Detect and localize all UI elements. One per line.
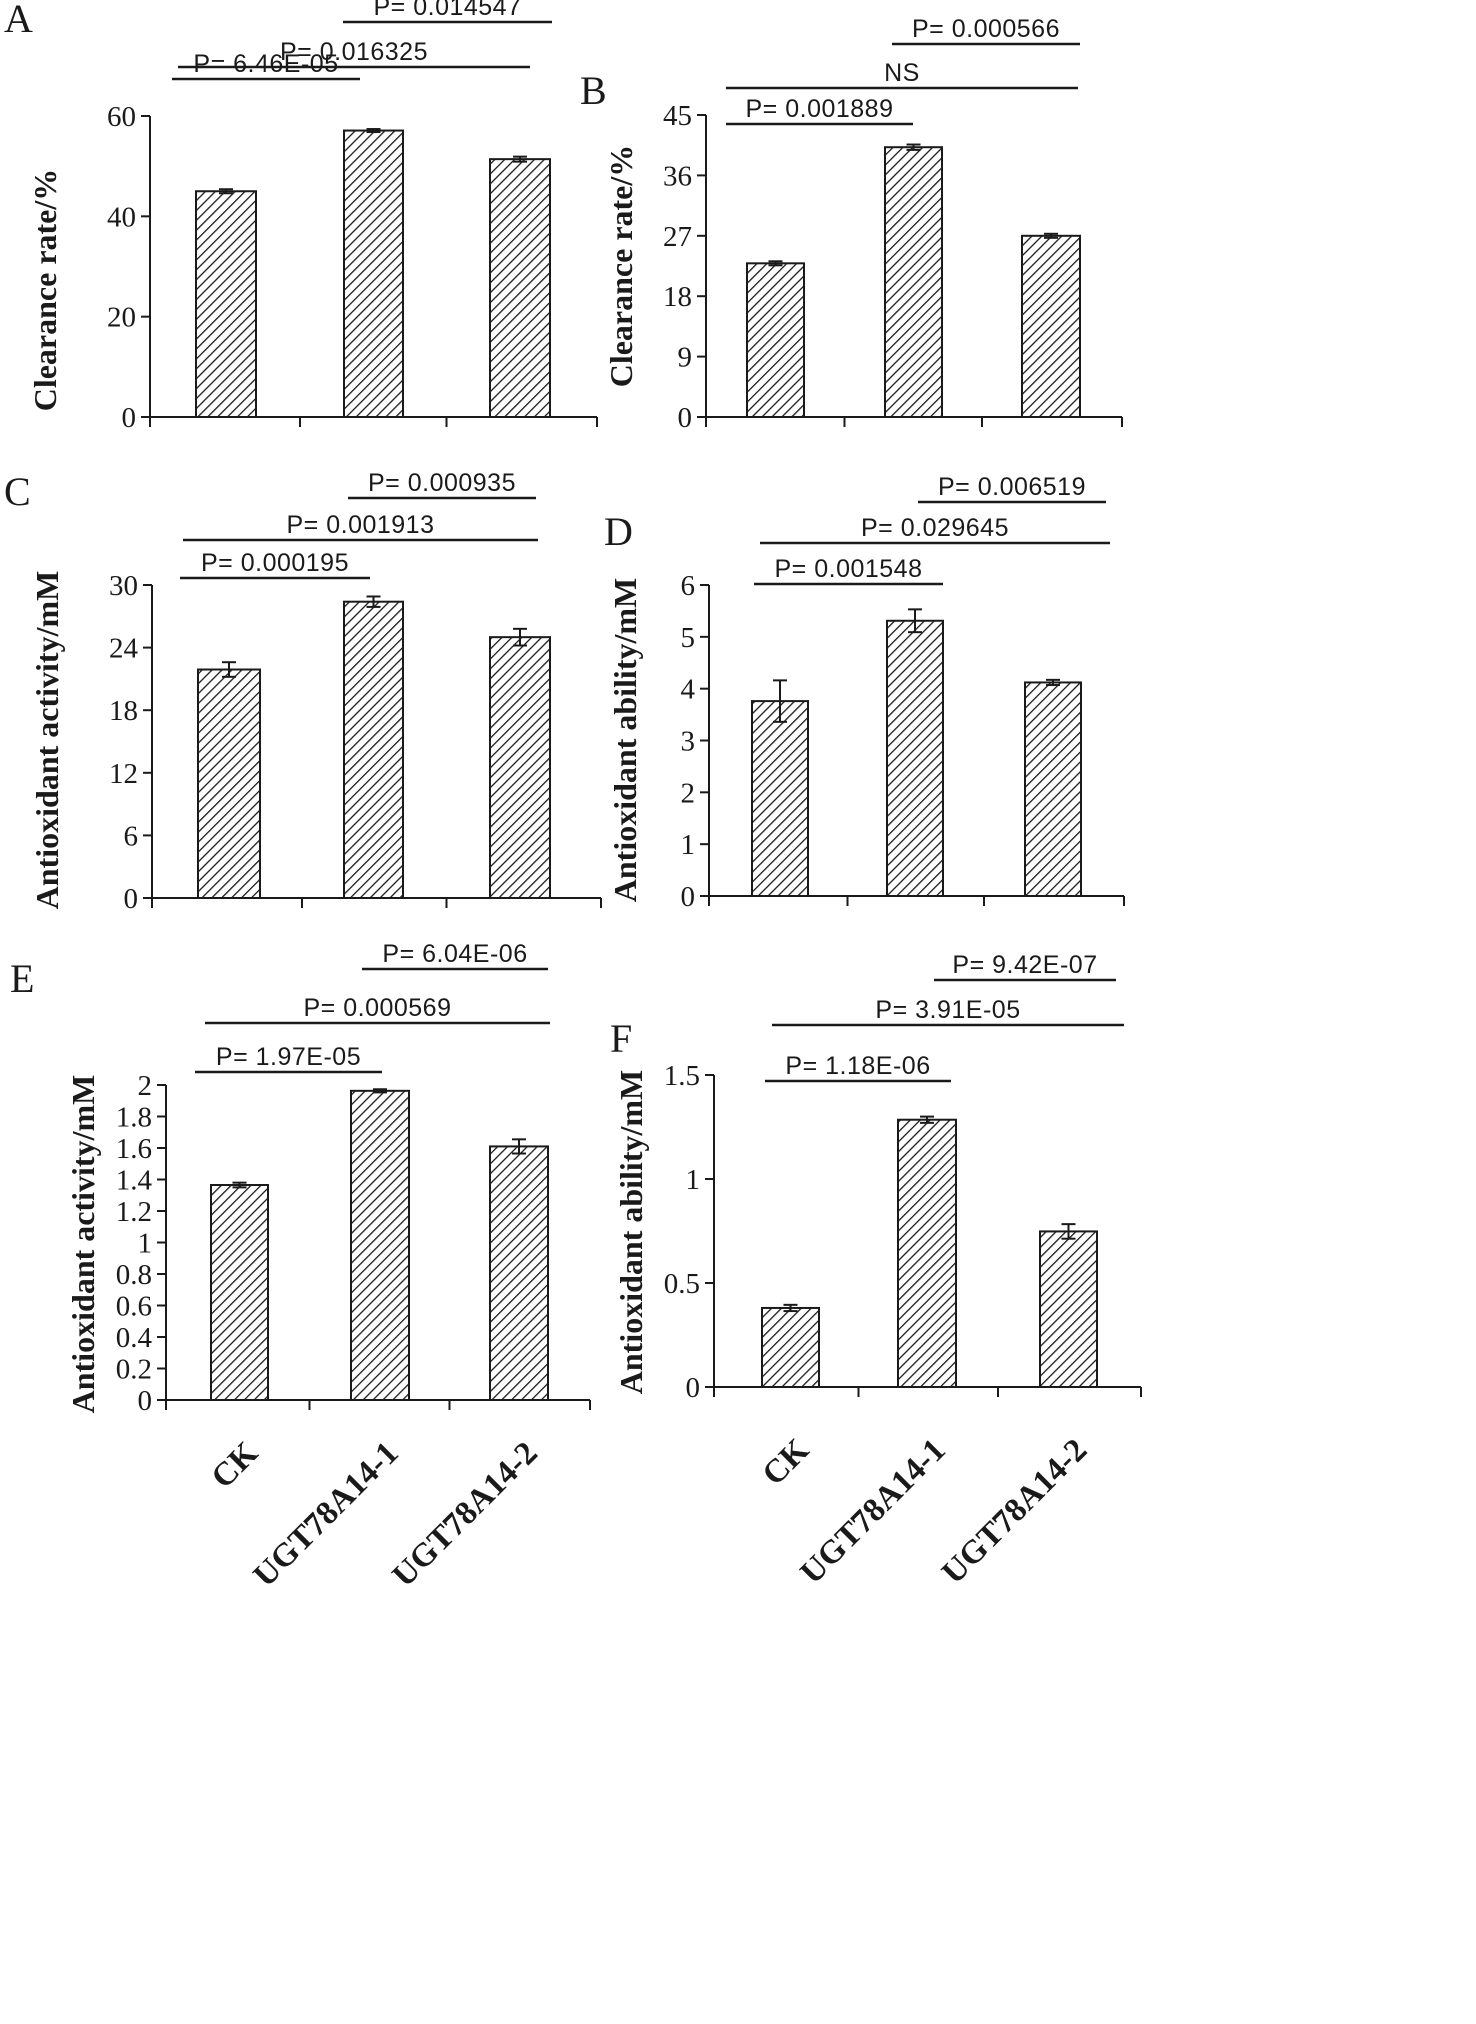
bar-c-1: [197, 668, 261, 900]
p-value-label: P= 1.18E-06: [785, 1052, 930, 1080]
y-tick-label: 1.2: [116, 1196, 152, 1228]
y-tick-label: 20: [107, 302, 136, 334]
y-tick-label: 24: [109, 633, 139, 665]
panel-letter: D: [604, 509, 633, 554]
y-tick-label: 0.5: [664, 1268, 700, 1300]
y-axis-label: Antioxidant ability/mM: [613, 1070, 649, 1394]
y-tick-label: 0: [122, 402, 137, 434]
y-axis-label: Antioxidant activity/mM: [29, 571, 65, 910]
bar-e-3: [489, 1145, 549, 1402]
p-value-label: P= 0.000935: [368, 469, 516, 497]
y-tick-label: 2: [681, 777, 696, 809]
p-value-label: NS: [884, 59, 920, 87]
y-tick-label: 0: [686, 1372, 701, 1404]
y-tick-label: 12: [109, 758, 138, 790]
y-tick-label: 1.5: [664, 1060, 700, 1092]
x-category-label: UGT78A14-2: [386, 1435, 545, 1594]
y-tick-label: 27: [663, 221, 692, 253]
bar-b-1: [746, 262, 805, 418]
bar-b-2: [884, 146, 943, 418]
y-tick-label: 1.4: [116, 1165, 153, 1197]
chart-panel-d: D Antioxidant ability/mM 0 1 2 3 4 5 6 P= 0.00154…: [604, 473, 1125, 913]
bar-e-2: [350, 1089, 410, 1401]
y-tick-label: 6: [124, 820, 139, 852]
y-tick-label: 45: [663, 100, 692, 132]
y-tick-label: 18: [663, 281, 692, 313]
bar-d-2: [886, 619, 944, 897]
panel-letter: A: [4, 0, 33, 41]
p-value-label: P= 0.001548: [775, 555, 923, 583]
x-category-label: UGT78A14-1: [794, 1432, 953, 1591]
y-tick-label: 40: [107, 201, 136, 233]
y-tick-label: 0.6: [116, 1291, 152, 1323]
bar-a-2: [343, 129, 404, 418]
panel-letter: B: [580, 68, 607, 113]
bar-f-3: [1039, 1230, 1098, 1389]
y-tick-label: 30: [109, 570, 138, 602]
y-tick-label: 6: [681, 570, 696, 602]
panel-letter: F: [610, 1016, 632, 1061]
y-tick-label: 1.6: [116, 1133, 152, 1165]
p-value-label: P= 6.04E-06: [382, 940, 527, 968]
bar-a-3: [489, 158, 551, 418]
y-tick-label: 0.8: [116, 1259, 152, 1291]
x-category-label: CK: [205, 1435, 266, 1496]
p-value-label: P= 3.91E-05: [875, 996, 1020, 1024]
y-tick-label: 0: [124, 883, 139, 915]
p-value-label: P= 0.000566: [912, 15, 1060, 43]
y-tick-label: 0: [138, 1385, 153, 1417]
p-value-label: P= 0.000195: [201, 549, 349, 577]
p-value-label: P= 0.029645: [861, 514, 1009, 542]
p-value-label: P= 0.000569: [304, 994, 452, 1022]
chart-panel-f: F Antioxidant ability/mM 0 0.5 1 1.5 P= 1.18E-…: [610, 951, 1142, 1591]
p-value-label: P= 0.001913: [287, 511, 435, 539]
y-tick-label: 1: [138, 1228, 153, 1260]
panel-letter: C: [4, 469, 31, 514]
y-tick-label: 1: [681, 829, 696, 861]
y-tick-label: 36: [663, 160, 692, 192]
y-axis-label: Clearance rate/%: [603, 145, 639, 388]
p-value-label: P= 1.97E-05: [216, 1043, 361, 1071]
bar-f-2: [897, 1118, 957, 1388]
y-tick-label: 9: [678, 342, 693, 374]
y-tick-label: 0: [681, 881, 696, 913]
chart-panel-c: C Antioxidant activity/mM 0 6 12 18 24 30 P= 0.0…: [4, 469, 602, 915]
p-value-label: P= 0.014547: [374, 0, 522, 21]
y-tick-label: 1: [686, 1164, 701, 1196]
bar-c-2: [343, 600, 404, 900]
p-value-label: P= 0.001889: [746, 95, 894, 123]
y-tick-label: 2: [138, 1070, 153, 1102]
bar-e-1: [210, 1184, 269, 1401]
p-value-label: P= 0.016325: [280, 38, 428, 66]
bar-c-3: [489, 636, 551, 900]
y-tick-label: 1.8: [116, 1102, 152, 1134]
y-axis-label: Antioxidant ability/mM: [607, 578, 643, 902]
x-category-label: UGT78A14-1: [247, 1435, 406, 1594]
bar-b-3: [1021, 234, 1081, 418]
y-tick-label: 60: [107, 101, 136, 133]
chart-panel-b: B Clearance rate/% 0 9 18 27 36 45 P= 0.001889 NS…: [580, 15, 1123, 434]
bar-a-1: [195, 190, 257, 418]
y-tick-label: 0: [678, 402, 693, 434]
y-tick-label: 3: [681, 726, 696, 758]
x-category-label: CK: [756, 1432, 817, 1493]
p-value-label: P= 9.42E-07: [952, 951, 1097, 979]
bar-d-3: [1024, 681, 1082, 897]
y-tick-label: 0.4: [116, 1322, 153, 1354]
x-category-label: UGT78A14-2: [935, 1432, 1094, 1591]
p-value-label: P= 0.006519: [938, 473, 1086, 501]
y-tick-label: 18: [109, 695, 138, 727]
bar-f-1: [761, 1306, 820, 1388]
panel-letter: E: [10, 956, 34, 1001]
y-axis-label: Antioxidant activity/mM: [65, 1075, 101, 1414]
y-tick-label: 4: [681, 674, 696, 706]
p-value-label: P= 6.46E-05: [193, 50, 338, 78]
y-tick-label: 0.2: [116, 1354, 152, 1386]
bar-d-1: [751, 700, 809, 898]
y-axis-label: Clearance rate/%: [27, 169, 63, 412]
y-tick-label: 5: [681, 622, 696, 654]
